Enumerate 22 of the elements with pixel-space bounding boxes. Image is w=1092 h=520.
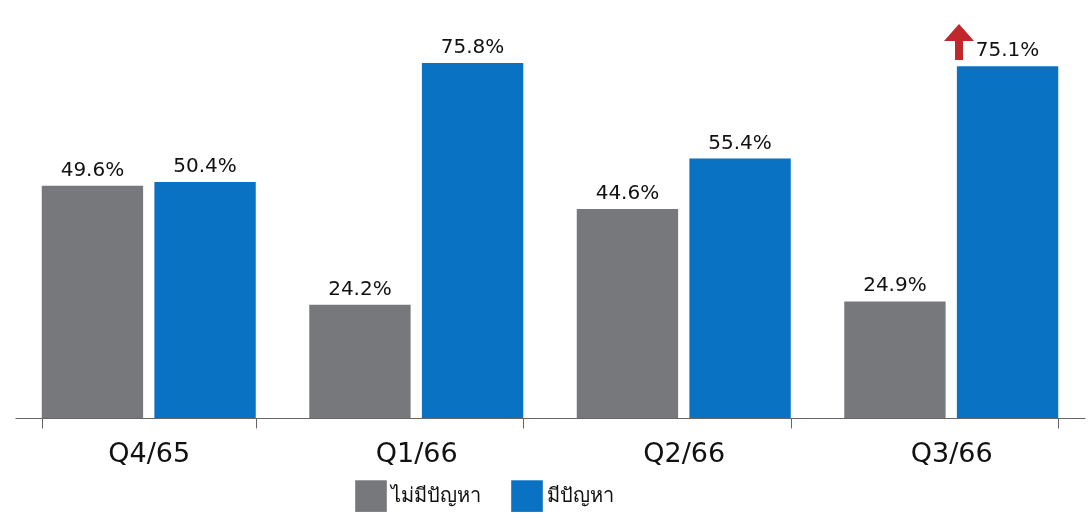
x-tick-label: Q3/66 [910,436,993,468]
data-label: 50.4% [173,152,237,177]
data-label: 75.1% [975,37,1040,62]
bar [689,158,791,418]
bar [41,185,144,418]
bar [844,301,946,418]
bar [421,63,524,418]
bar [309,304,411,418]
legend-label: ไม่มีปัญหา [389,483,481,508]
bar [154,181,256,418]
legend-label: มีปัญหา [547,483,614,508]
data-label: 24.2% [328,275,392,300]
bar [576,209,679,418]
data-label: 55.4% [708,129,772,154]
data-label: 75.8% [440,34,505,58]
data-label: 49.6% [60,156,125,181]
x-tick-label: Q1/66 [375,436,458,468]
x-tick-label: Q2/66 [643,436,726,468]
data-label: 44.6% [595,180,660,205]
data-label: 24.9% [863,272,927,297]
bar [956,66,1059,418]
x-tick-label: Q4/65 [108,436,191,468]
